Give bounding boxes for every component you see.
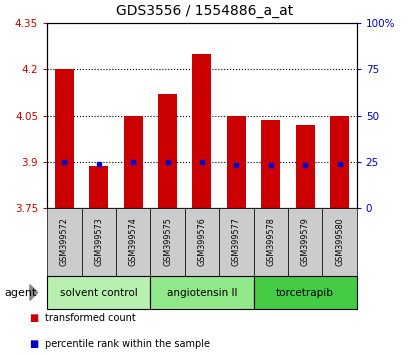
Text: ■: ■ bbox=[29, 339, 38, 349]
Bar bbox=[158, 94, 177, 208]
Bar bbox=[192, 54, 211, 208]
Text: GSM399575: GSM399575 bbox=[163, 218, 172, 267]
Text: GSM399577: GSM399577 bbox=[231, 218, 240, 267]
Bar bbox=[261, 120, 279, 208]
Text: percentile rank within the sample: percentile rank within the sample bbox=[45, 339, 209, 349]
Text: GSM399576: GSM399576 bbox=[197, 218, 206, 266]
Bar bbox=[89, 166, 108, 208]
Text: agent: agent bbox=[4, 287, 36, 297]
Text: GSM399574: GSM399574 bbox=[128, 218, 137, 266]
Bar bbox=[329, 115, 348, 208]
Text: GSM399578: GSM399578 bbox=[265, 218, 274, 266]
Bar bbox=[295, 125, 314, 208]
Text: GSM399580: GSM399580 bbox=[334, 218, 343, 266]
Bar bbox=[55, 69, 74, 208]
Bar bbox=[124, 115, 142, 208]
Text: angiotensin II: angiotensin II bbox=[166, 287, 236, 297]
Text: GSM399573: GSM399573 bbox=[94, 218, 103, 266]
Text: GSM399572: GSM399572 bbox=[60, 218, 69, 267]
Bar bbox=[226, 115, 245, 208]
Text: transformed count: transformed count bbox=[45, 313, 135, 323]
Text: GSM399579: GSM399579 bbox=[300, 218, 309, 267]
Text: ■: ■ bbox=[29, 313, 38, 323]
Text: GDS3556 / 1554886_a_at: GDS3556 / 1554886_a_at bbox=[116, 4, 293, 18]
Text: torcetrapib: torcetrapib bbox=[276, 287, 333, 297]
Polygon shape bbox=[30, 285, 38, 300]
Text: solvent control: solvent control bbox=[60, 287, 137, 297]
